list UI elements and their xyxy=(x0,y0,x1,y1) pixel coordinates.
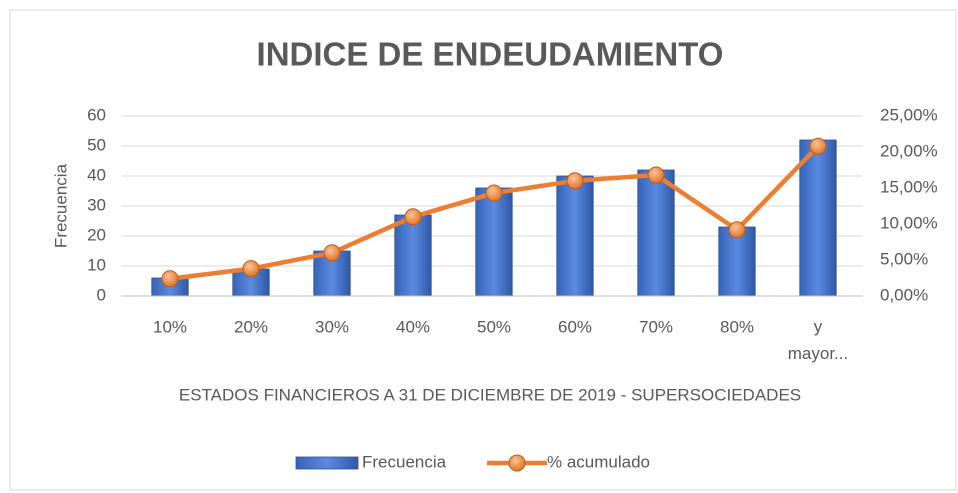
x-tick-label: 10% xyxy=(153,317,187,336)
x-tick-label: 40% xyxy=(396,317,430,336)
bar xyxy=(637,169,675,297)
x-tick-label: 20% xyxy=(234,317,268,336)
y-tick-label: 0 xyxy=(97,285,106,304)
bar xyxy=(799,139,837,297)
x-tick-label: 80% xyxy=(720,317,754,336)
x-tick-label: 30% xyxy=(315,317,349,336)
legend-swatch xyxy=(508,454,526,472)
y-tick-label: 40 xyxy=(87,165,106,184)
chart-title: INDICE DE ENDEUDAMIENTO xyxy=(257,36,724,73)
y-tick-label: 10 xyxy=(87,255,106,274)
bar xyxy=(394,214,432,297)
line-marker xyxy=(809,137,827,155)
y2-tick-label: 0,00% xyxy=(880,285,928,304)
y2-tick-label: 10,00% xyxy=(880,213,938,232)
x-tick-label: 50% xyxy=(477,317,511,336)
y-tick-label: 60 xyxy=(87,105,106,124)
y2-tick-label: 15,00% xyxy=(880,177,938,196)
y-tick-label: 50 xyxy=(87,135,106,154)
x-tick-label: 70% xyxy=(639,317,673,336)
line-marker xyxy=(404,208,422,226)
line-marker xyxy=(485,184,503,202)
line-marker xyxy=(242,260,260,278)
y2-tick-label: 25,00% xyxy=(880,105,938,124)
line-marker xyxy=(323,244,341,262)
x-axis-label: ESTADOS FINANCIEROS A 31 DE DICIEMBRE DE… xyxy=(179,385,801,404)
bar xyxy=(475,187,513,297)
line-marker xyxy=(647,166,665,184)
bar xyxy=(556,175,594,297)
line-marker xyxy=(566,172,584,190)
y2-tick-label: 5,00% xyxy=(880,249,928,268)
y-tick-label: 20 xyxy=(87,225,106,244)
legend-swatch xyxy=(295,456,359,470)
line-marker xyxy=(728,221,746,239)
y-tick-label: 30 xyxy=(87,195,106,214)
x-tick-label: 60% xyxy=(558,317,592,336)
legend-label: Frecuencia xyxy=(362,452,447,471)
legend-label: % acumulado xyxy=(547,452,650,471)
line-marker xyxy=(161,270,179,288)
y-axis-label: Frecuencia xyxy=(51,163,70,248)
y2-tick-label: 20,00% xyxy=(880,141,938,160)
x-tick-label: y mayor... xyxy=(788,317,848,363)
